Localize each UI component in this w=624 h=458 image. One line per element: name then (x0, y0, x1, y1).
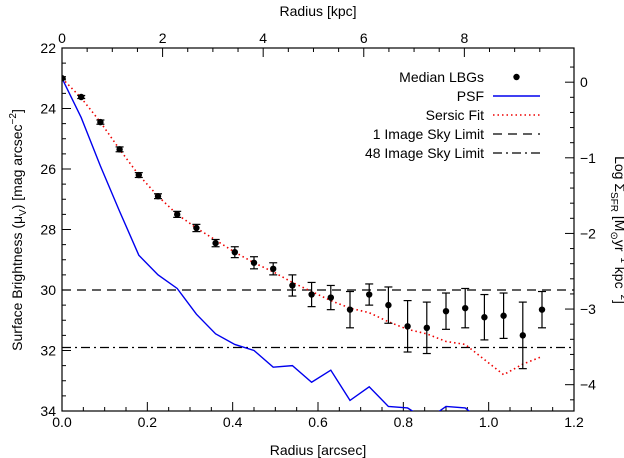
legend-label: Median LBGs (399, 69, 484, 85)
y-tick-label: 28 (40, 222, 56, 238)
legend-label: Sersic Fit (426, 107, 484, 123)
x-axis-title: Radius [arcsec] (270, 442, 366, 458)
data-point (270, 265, 277, 273)
y-tick-label: 30 (40, 282, 56, 298)
data-point (462, 304, 469, 312)
data-point (385, 301, 392, 309)
plot-frame (61, 47, 575, 412)
psf-line (62, 77, 471, 411)
right-tick-label: −1 (580, 150, 596, 166)
data-point (62, 75, 66, 82)
top-tick-label: 4 (259, 30, 267, 46)
legend-label: PSF (457, 88, 484, 104)
data-point (442, 307, 450, 315)
x-tick-label: 1.0 (479, 414, 499, 430)
legend-label: 1 Image Sky Limit (373, 126, 484, 142)
data-point (174, 211, 181, 218)
x-tick-label: 0.8 (394, 414, 414, 430)
top-tick-label: 8 (460, 30, 468, 46)
x-tick-label: 0.0 (52, 414, 72, 430)
median-lbg-points (62, 75, 546, 370)
data-point (519, 332, 526, 339)
legend: Median LBGs PSF Sersic Fit 1 Image Sky Limi… (365, 69, 540, 161)
y-tick-label: 34 (40, 403, 56, 419)
y-axis-title: Surface Brightness (μV) [mag arcsec−2] (8, 109, 29, 351)
data-point (154, 193, 162, 200)
data-point (116, 146, 123, 153)
model-curves (62, 77, 543, 411)
data-point (135, 171, 142, 179)
data-point (423, 324, 430, 332)
top-tick-label: 2 (159, 30, 167, 46)
x-tick-label: 0.2 (138, 414, 158, 430)
data-point (366, 291, 373, 298)
legend-point-symbol (513, 73, 520, 81)
top-tick-label: 0 (58, 30, 66, 46)
y-tick-label: 26 (40, 161, 56, 177)
right-tick-label: −3 (580, 301, 596, 317)
data-point (346, 306, 354, 313)
right-tick-label: −2 (580, 225, 596, 241)
data-point (327, 294, 334, 301)
y-tick-label: 22 (40, 40, 56, 56)
right-tick-label: −4 (580, 377, 596, 393)
data-point (308, 291, 315, 298)
y-tick-label: 32 (40, 343, 56, 359)
sky-limit-lines (62, 289, 574, 349)
right-tick-label: 0 (580, 74, 588, 90)
x-tick-label: 0.6 (308, 414, 328, 430)
x-tick-label: 0.4 (223, 414, 243, 430)
top-axis-title: Radius [kpc] (279, 3, 356, 19)
legend-label: 48 Image Sky Limit (365, 145, 484, 161)
data-point (481, 314, 488, 321)
data-point (404, 323, 411, 330)
data-point (231, 248, 238, 256)
data-point (250, 259, 258, 266)
data-point (97, 118, 104, 126)
data-point (212, 239, 219, 247)
data-point (78, 93, 85, 101)
x-tick-label: 1.2 (564, 414, 584, 430)
data-point (500, 312, 507, 319)
data-point (538, 306, 546, 313)
data-point (289, 282, 296, 289)
y-tick-label: 24 (40, 101, 56, 117)
top-tick-label: 6 (360, 30, 368, 46)
data-point (193, 224, 200, 232)
right-axis-title: Log ΣSFR [M⊙yr−1 kpc−2] (608, 156, 624, 304)
